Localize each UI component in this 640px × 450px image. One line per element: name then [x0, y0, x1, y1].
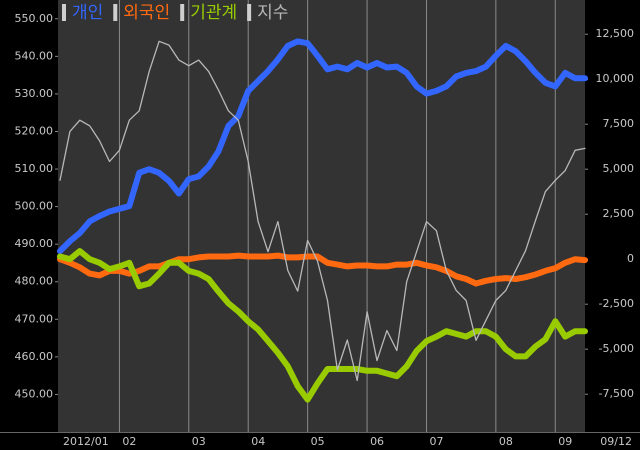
y-tick-label: 480.00	[15, 275, 54, 288]
series-line	[59, 40, 586, 382]
y-tick-label: 550.00	[15, 12, 54, 25]
legend-marker	[113, 4, 118, 21]
x-tick-label: 04	[251, 435, 265, 448]
y2-tick-label: 10,000	[596, 72, 635, 85]
y-tick-label: 540.00	[15, 49, 54, 62]
y2-tick-label: -2,500	[599, 297, 634, 310]
y-tick-label: 520.00	[15, 124, 54, 137]
x-tick-label: 03	[192, 435, 206, 448]
legend-label: 지수	[257, 3, 288, 23]
y-tick-label: 470.00	[15, 312, 54, 325]
legend-label: 개인	[72, 3, 103, 23]
end-date-label: 09/12	[600, 435, 632, 448]
y2-tick-label: 7,500	[603, 117, 635, 130]
series-line	[57, 38, 588, 255]
x-tick-label: 08	[499, 435, 513, 448]
y2-tick-label: 12,500	[596, 27, 635, 40]
x-tick-label: 06	[370, 435, 384, 448]
y2-tick-label: 5,000	[603, 162, 635, 175]
legend-marker	[247, 4, 252, 21]
legend: 개인 외국인 기관계 지수	[62, 3, 288, 23]
x-tick-label: 07	[430, 435, 444, 448]
y2-tick-label: 0	[627, 252, 634, 265]
legend-marker	[180, 4, 185, 21]
legend-label: 기관계	[190, 3, 237, 23]
y2-tick-label: 2,500	[603, 207, 635, 220]
y-tick-label: 530.00	[15, 87, 54, 100]
x-tick-label: 2012/01	[63, 435, 109, 448]
series-line	[57, 252, 588, 287]
y-tick-label: 450.00	[15, 387, 54, 400]
y-tick-label: 490.00	[15, 237, 54, 250]
legend-label: 외국인	[123, 3, 170, 23]
x-tick-label: 09	[558, 435, 572, 448]
plot-area	[58, 0, 585, 432]
y2-tick-label: -5,000	[599, 342, 634, 355]
x-tick-label: 05	[311, 435, 325, 448]
series-line	[57, 248, 588, 403]
y-tick-label: 500.00	[15, 200, 54, 213]
y-tick-label: 460.00	[15, 350, 54, 363]
y-tick-label: 510.00	[15, 162, 54, 175]
x-tick-label: 02	[122, 435, 136, 448]
y2-tick-label: -7,500	[599, 387, 634, 400]
legend-marker	[62, 4, 66, 21]
